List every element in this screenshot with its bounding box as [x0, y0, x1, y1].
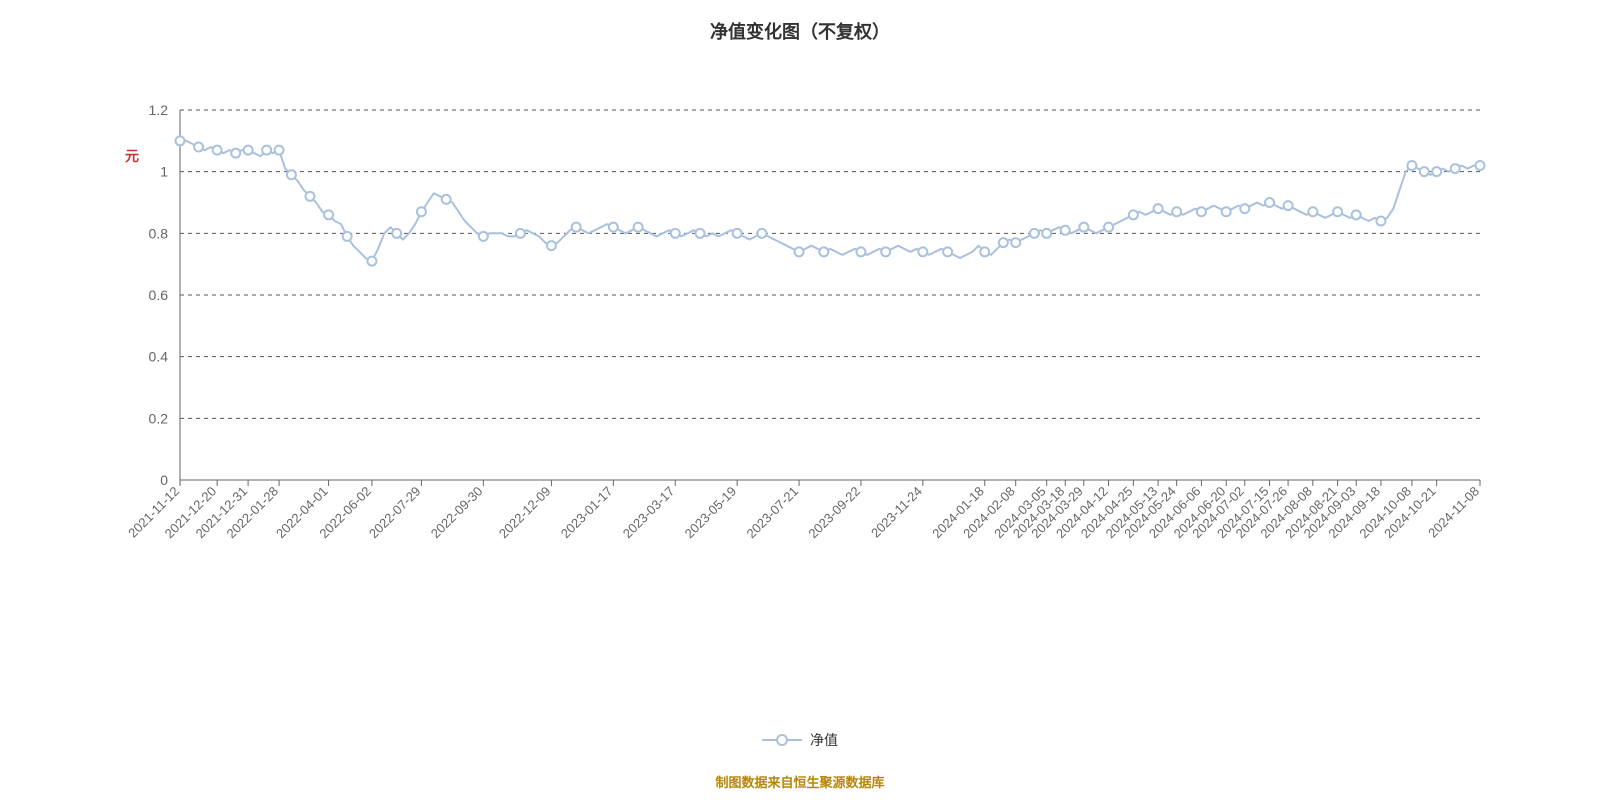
- svg-text:2022-07-29: 2022-07-29: [366, 484, 424, 542]
- svg-text:2023-05-19: 2023-05-19: [682, 484, 740, 542]
- svg-text:2023-07-21: 2023-07-21: [744, 484, 802, 542]
- svg-text:2023-03-17: 2023-03-17: [620, 484, 678, 542]
- svg-text:0.4: 0.4: [149, 349, 169, 365]
- legend-marker: [762, 733, 802, 747]
- chart-container: 净值变化图（不复权） 元 00.20.40.60.811.22021-11-12…: [0, 0, 1600, 800]
- chart-title: 净值变化图（不复权）: [0, 18, 1600, 44]
- svg-text:1.2: 1.2: [149, 102, 169, 118]
- svg-text:2023-01-17: 2023-01-17: [558, 484, 616, 542]
- svg-text:0.2: 0.2: [149, 410, 169, 426]
- svg-text:2022-09-30: 2022-09-30: [428, 484, 486, 542]
- svg-text:2022-12-09: 2022-12-09: [496, 484, 554, 542]
- svg-text:2023-09-22: 2023-09-22: [805, 484, 863, 542]
- legend-label: 净值: [810, 730, 838, 750]
- svg-text:1: 1: [160, 164, 168, 180]
- svg-text:0.8: 0.8: [149, 225, 169, 241]
- y-axis-label: 元: [125, 146, 139, 166]
- svg-text:0: 0: [160, 472, 168, 488]
- chart-footer: 制图数据来自恒生聚源数据库: [0, 772, 1600, 791]
- chart-svg: 00.20.40.60.811.22021-11-122021-12-20202…: [0, 0, 1600, 800]
- chart-legend: 净值: [0, 730, 1600, 750]
- svg-text:2023-11-24: 2023-11-24: [868, 484, 925, 541]
- svg-text:0.6: 0.6: [149, 287, 169, 303]
